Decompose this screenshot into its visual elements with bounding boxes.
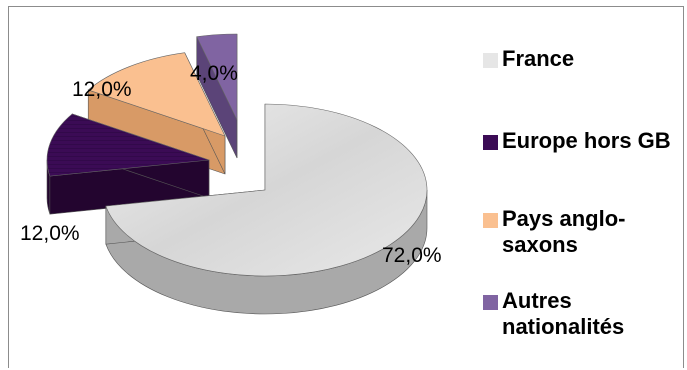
pie-slice-autres-nationalites bbox=[196, 33, 238, 159]
pie-slice-pays-anglo-saxons bbox=[87, 52, 226, 175]
pie-slice-top-france bbox=[105, 103, 428, 277]
legend-item-pays-anglo-saxons: Pays anglo-saxons bbox=[483, 206, 652, 258]
legend-label-europe-hors-gb: Europe hors GB bbox=[502, 128, 671, 153]
pie-slice-france bbox=[105, 103, 428, 315]
data-label-pays-anglo-saxons: 12,0% bbox=[72, 78, 132, 101]
pie-slice-top-autres-nationalites bbox=[196, 33, 238, 121]
legend-swatch-europe-hors-gb bbox=[483, 135, 498, 150]
data-label-europe-hors-gb: 12,0% bbox=[20, 222, 80, 245]
pie-slice-top-europe-hors-gb bbox=[46, 113, 210, 177]
pie-slice-top-pays-anglo-saxons bbox=[87, 52, 226, 137]
legend-label-autres-nationalites: Autres nationalités bbox=[502, 288, 625, 339]
legend-item-europe-hors-gb: Europe hors GB bbox=[483, 128, 682, 154]
legend-item-autres-nationalites: Autres nationalités bbox=[483, 288, 672, 340]
legend-label-pays-anglo-saxons: Pays anglo-saxons bbox=[502, 206, 626, 257]
legend-swatch-autres-nationalites bbox=[483, 295, 498, 310]
legend-label-france: France bbox=[502, 46, 575, 71]
legend-swatch-pays-anglo-saxons bbox=[483, 213, 498, 228]
legend-item-france: France bbox=[483, 46, 682, 72]
data-label-france: 72,0% bbox=[382, 244, 442, 267]
legend-swatch-france bbox=[483, 53, 498, 68]
pie-slices bbox=[46, 33, 428, 315]
data-label-autres-nationalites: 4,0% bbox=[190, 62, 238, 85]
